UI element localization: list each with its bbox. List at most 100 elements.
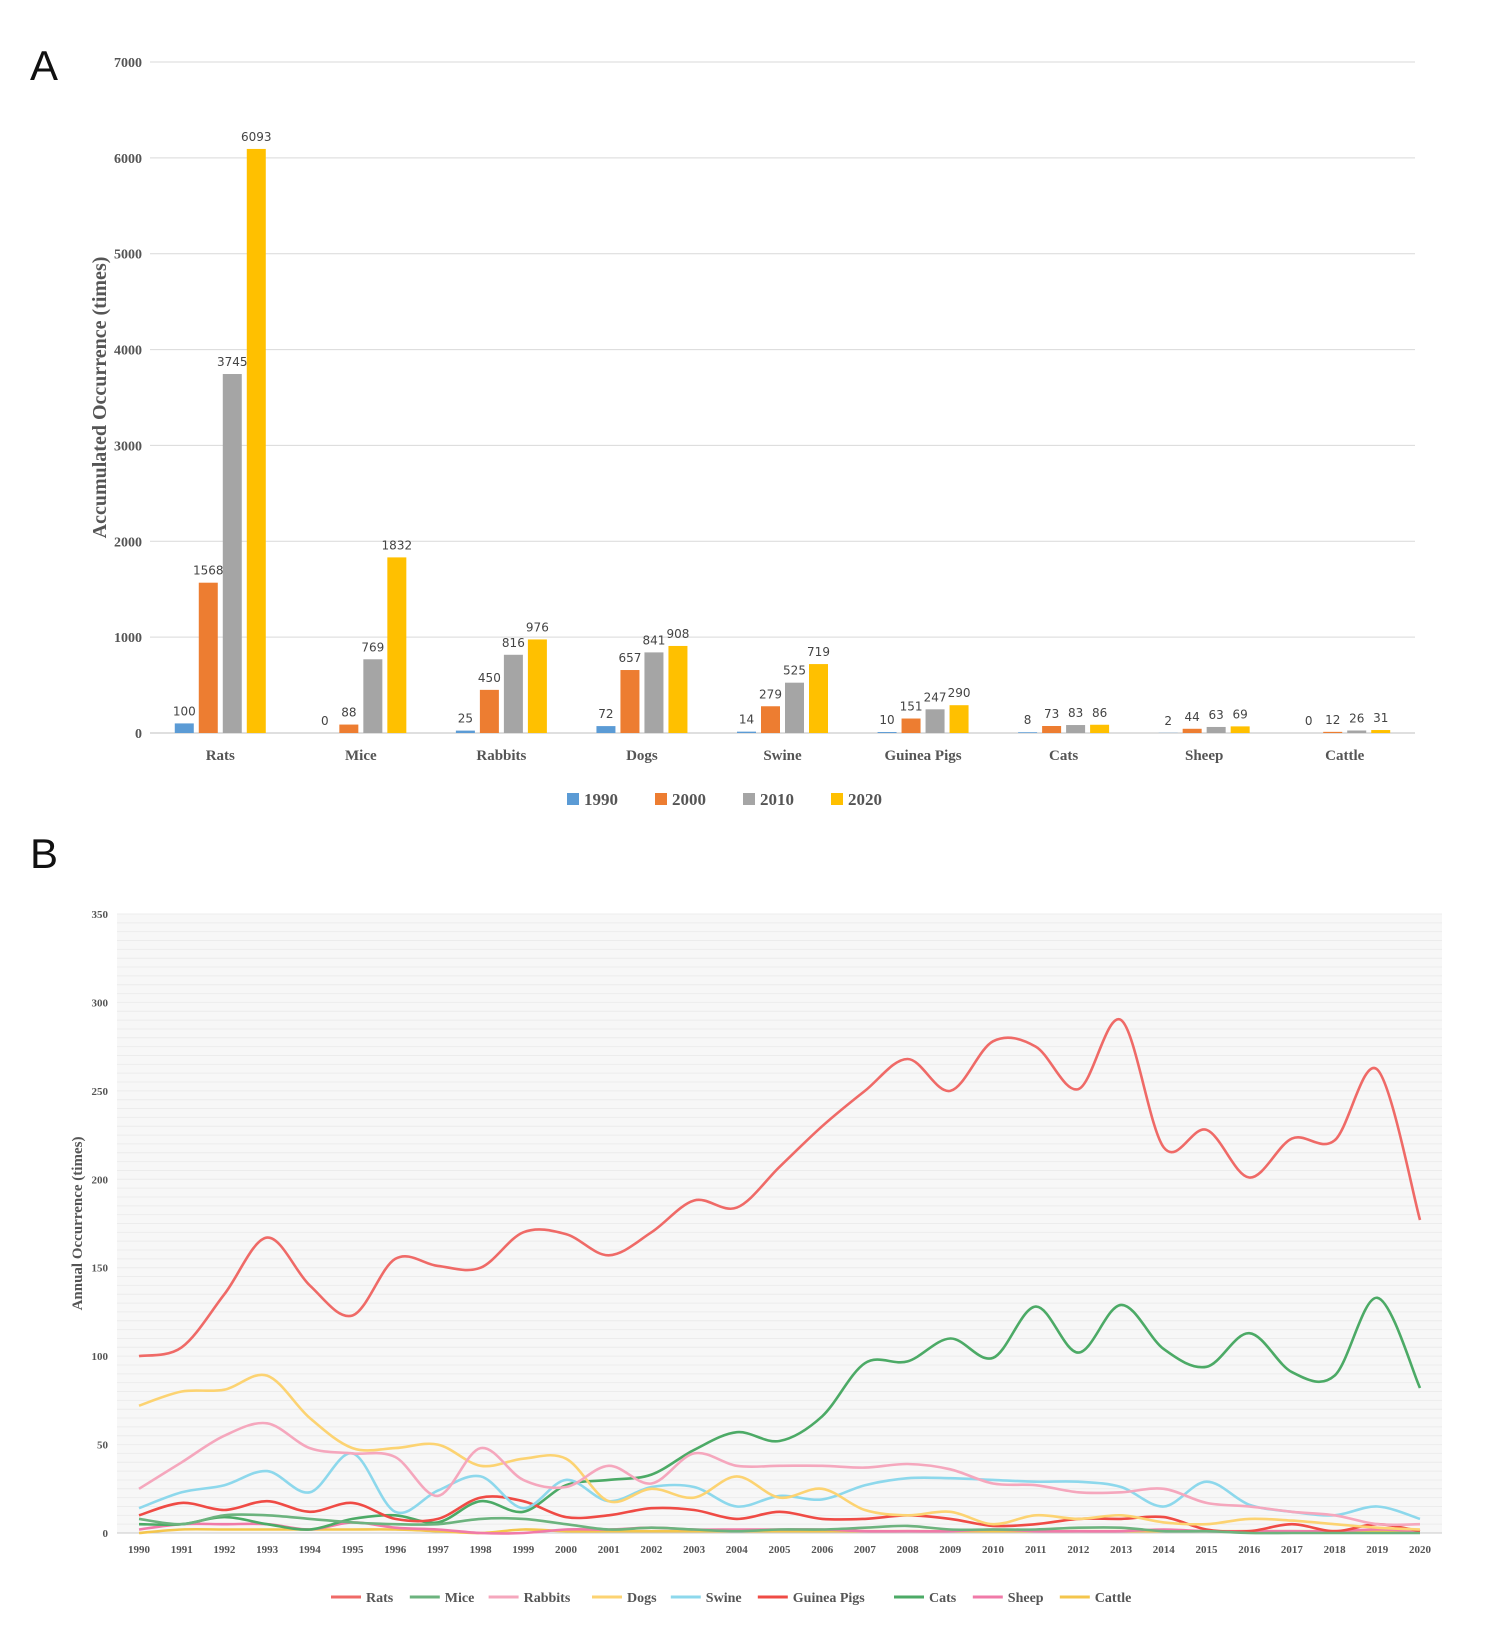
bar-2020 [527, 639, 547, 733]
series-line-rats [138, 1018, 1422, 1358]
legend-label-b: Guinea Pigs [793, 1591, 866, 1606]
y-tick-b: 350 [92, 909, 109, 921]
x-tick-b: 2000 [555, 1544, 578, 1556]
x-tick-b: 2002 [640, 1544, 663, 1556]
bar-2020 [387, 557, 407, 733]
x-tick-b: 2019 [1366, 1544, 1389, 1556]
data-label-a: 1832 [382, 538, 413, 552]
series-line-guinea-pigs [138, 1495, 1421, 1533]
bar-2000 [479, 689, 499, 733]
x-tick-b: 2010 [982, 1544, 1005, 1556]
data-label-a: 290 [948, 686, 971, 700]
bar-2020 [668, 645, 688, 733]
bar-2020 [1230, 726, 1250, 733]
x-tick-b: 1997 [427, 1544, 450, 1556]
y-tick-b: 250 [92, 1086, 109, 1098]
y-tick-b: 300 [92, 997, 109, 1009]
category-label-a: Cats [1049, 748, 1078, 764]
data-label-a: 63 [1209, 708, 1224, 722]
data-label-a: 12 [1325, 713, 1340, 727]
data-label-a: 69 [1233, 707, 1248, 721]
bar-1990 [1018, 732, 1038, 733]
data-label-a: 657 [618, 651, 641, 665]
legend-label-b: Sheep [1008, 1591, 1044, 1606]
bar-1990 [174, 723, 194, 733]
y-tick-a: 0 [135, 727, 142, 742]
data-label-a: 816 [502, 636, 525, 650]
x-tick-b: 2011 [1025, 1544, 1046, 1556]
bar-2010 [925, 709, 945, 733]
legend-a: 1990 2000 2010 2020 [567, 790, 882, 809]
data-label-a: 976 [526, 620, 549, 634]
data-label-a: 10 [879, 713, 894, 727]
x-tick-b: 2015 [1196, 1544, 1219, 1556]
bar-2000 [1042, 726, 1062, 733]
x-tick-b: 2009 [939, 1544, 962, 1556]
data-label-a: 73 [1044, 707, 1059, 721]
bar-2000 [620, 670, 640, 733]
legend-label-b: Swine [706, 1591, 742, 1606]
legend-swatch-a [831, 793, 843, 805]
data-label-a: 8 [1024, 713, 1032, 727]
legend-swatch-a [655, 793, 667, 805]
bar-1990 [455, 730, 475, 733]
y-tick-a: 7000 [114, 56, 142, 71]
x-tick-b: 2013 [1110, 1544, 1133, 1556]
bar-2000 [901, 718, 921, 733]
series-line-rabbits [138, 1421, 1421, 1527]
y-tick-b: 200 [92, 1174, 109, 1186]
bar-1990 [877, 732, 897, 733]
bar-2020 [1090, 724, 1110, 733]
data-label-a: 1568 [193, 564, 224, 578]
data-label-a: 719 [807, 645, 830, 659]
bar-2000 [761, 706, 780, 733]
y-axis-label-a: Accumulated Occurrence (times) [89, 257, 111, 539]
legend-label-b: Cats [929, 1591, 957, 1606]
data-label-a: 100 [173, 704, 196, 718]
x-tick-b: 2017 [1281, 1544, 1304, 1556]
y-tick-b: 50 [97, 1440, 109, 1452]
legend-label-b: Mice [445, 1591, 475, 1606]
bar-2010 [503, 654, 523, 733]
bar-1990 [737, 731, 756, 733]
data-label-a: 88 [341, 706, 356, 720]
legend-b: Rats Mice Rabbits Dogs Swine Guinea Pigs Cats S… [331, 1591, 1131, 1606]
bar-2010 [1066, 725, 1086, 733]
category-label-a: Guinea Pigs [885, 748, 962, 764]
series-line-dogs [138, 1373, 1421, 1531]
x-tick-b: 2020 [1409, 1544, 1432, 1556]
y-tick-a: 4000 [114, 344, 142, 359]
legend-label-a: 2020 [848, 790, 882, 809]
data-label-a: 525 [783, 664, 806, 678]
y-tick-a: 3000 [114, 439, 142, 454]
y-tick-b: 100 [92, 1351, 109, 1363]
category-label-a: Rats [206, 748, 235, 764]
category-label-a: Cattle [1325, 748, 1364, 764]
data-label-a: 841 [642, 633, 665, 647]
data-label-a: 44 [1185, 710, 1200, 724]
panel-label-a: A [30, 42, 58, 89]
data-label-a: 0 [321, 714, 329, 728]
y-tick-a: 6000 [114, 152, 142, 167]
x-tick-b: 2012 [1067, 1544, 1090, 1556]
x-tick-b: 1998 [470, 1544, 493, 1556]
data-label-a: 25 [458, 712, 473, 726]
data-label-a: 26 [1349, 712, 1364, 726]
data-label-a: 769 [361, 640, 384, 654]
data-label-a: 6093 [241, 130, 272, 144]
panel-label-b: B [30, 830, 58, 877]
data-label-a: 2 [1164, 714, 1172, 728]
category-label-a: Dogs [626, 748, 658, 764]
legend-label-a: 2010 [760, 790, 794, 809]
x-tick-b: 2007 [854, 1544, 877, 1556]
category-label-a: Swine [763, 748, 802, 764]
x-tick-b: 1999 [512, 1544, 535, 1556]
data-label-a: 72 [598, 707, 613, 721]
data-label-a: 0 [1305, 714, 1313, 728]
bar-2010 [1206, 726, 1226, 733]
x-tick-b: 2016 [1238, 1544, 1261, 1556]
bar-2020 [1371, 730, 1391, 733]
legend-label-a: 2000 [672, 790, 706, 809]
bar-2010 [1347, 730, 1367, 733]
